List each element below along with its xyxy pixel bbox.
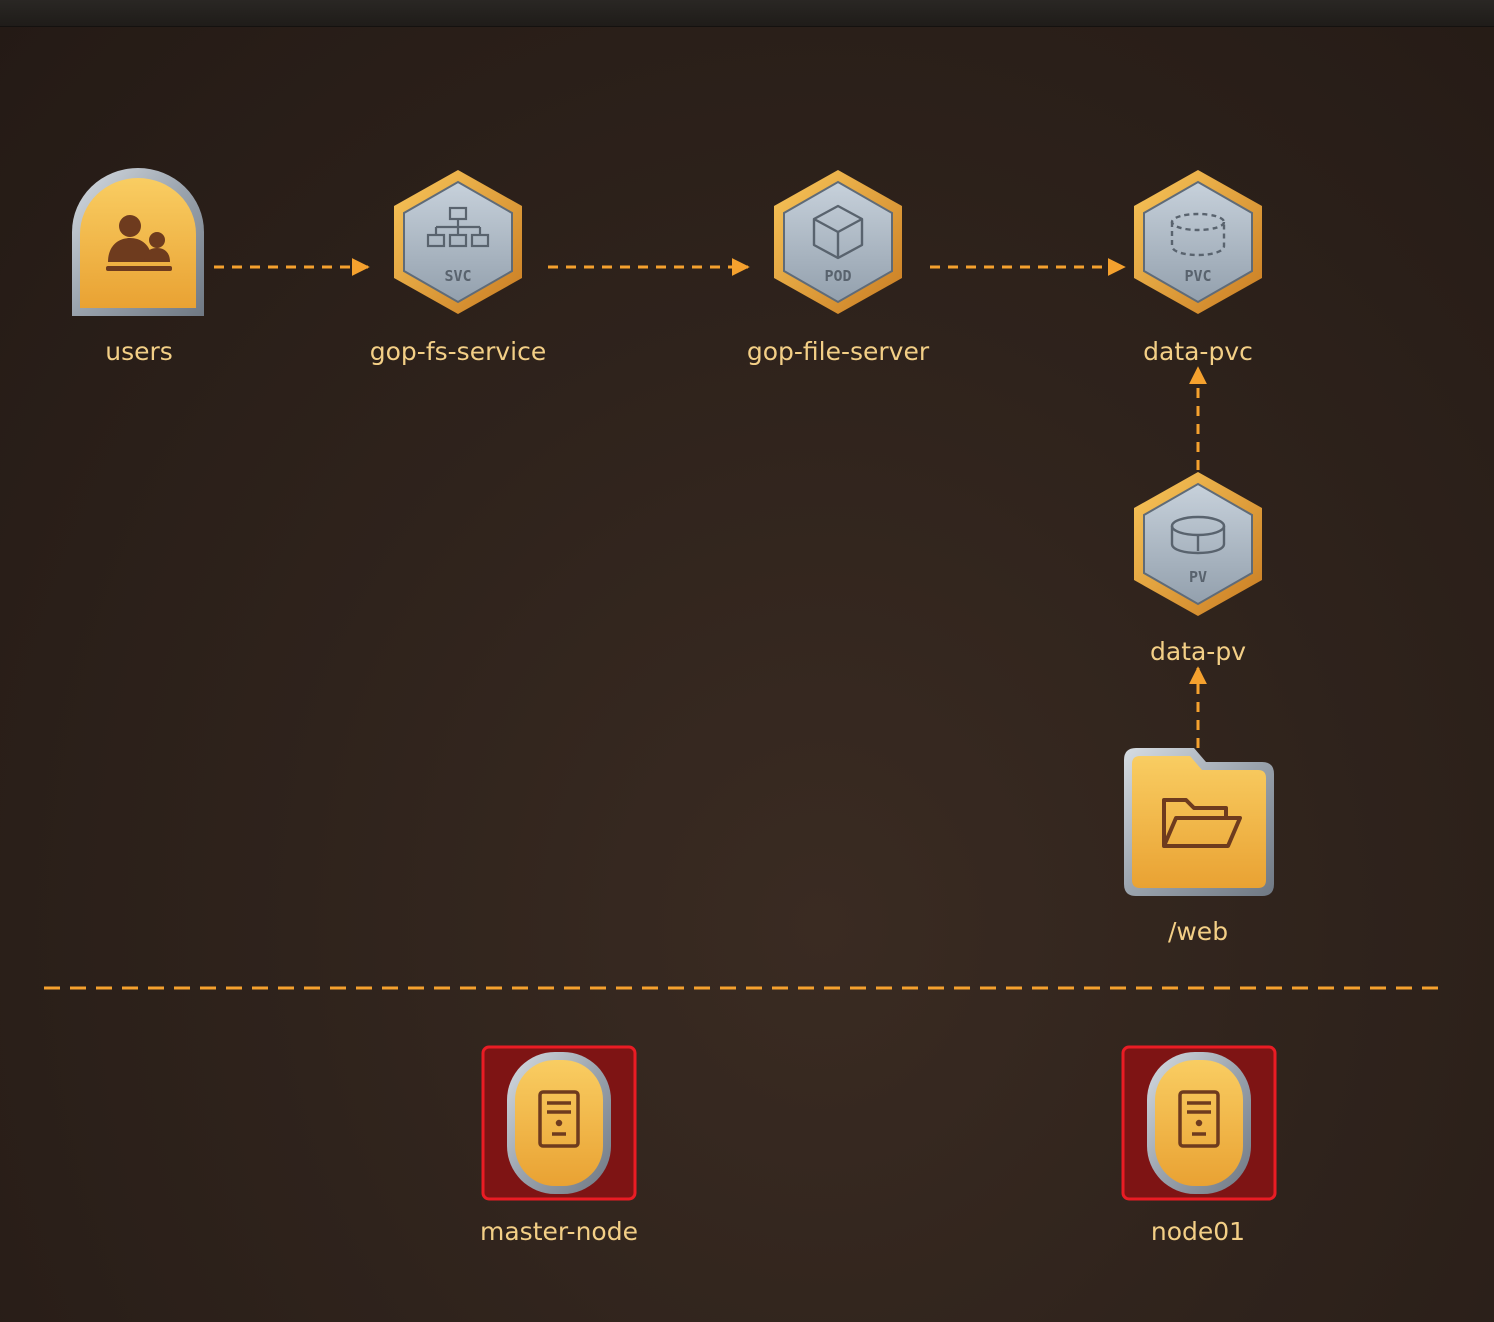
service-label: gop-fs-service bbox=[370, 337, 546, 366]
pv-badge: PV bbox=[1189, 568, 1207, 586]
node-data-pvc[interactable]: PVC data-pvc bbox=[1134, 170, 1262, 366]
node-users[interactable]: users bbox=[72, 168, 204, 366]
node-gop-fs-service[interactable]: SVC gop-fs-service bbox=[370, 170, 546, 366]
users-label: users bbox=[105, 337, 173, 366]
window-top-bar bbox=[0, 0, 1494, 27]
node01-label: node01 bbox=[1151, 1217, 1245, 1246]
node-node01[interactable]: node01 bbox=[1121, 1045, 1277, 1246]
service-badge: SVC bbox=[444, 267, 471, 285]
node-web[interactable]: /web bbox=[1124, 748, 1274, 946]
node-gop-file-server[interactable]: POD gop-file-server bbox=[747, 170, 930, 366]
cube-icon bbox=[812, 204, 864, 260]
web-label: /web bbox=[1168, 917, 1228, 946]
pvc-badge: PVC bbox=[1184, 267, 1211, 285]
master-node-label: master-node bbox=[480, 1217, 638, 1246]
pvc-hex-face bbox=[1143, 180, 1253, 304]
disk-icon bbox=[1170, 515, 1226, 555]
network-tree-icon bbox=[426, 206, 490, 248]
web-tile-face bbox=[1132, 756, 1266, 888]
dashed-cylinder-icon bbox=[1170, 212, 1226, 257]
node-data-pv[interactable]: PV data-pv bbox=[1134, 472, 1262, 666]
pv-label: data-pv bbox=[1150, 637, 1246, 666]
node-master-node[interactable]: master-node bbox=[480, 1045, 638, 1246]
edges bbox=[214, 258, 1207, 748]
pod-label: gop-file-server bbox=[747, 337, 930, 366]
server-icon bbox=[1178, 1090, 1220, 1148]
pvc-label: data-pvc bbox=[1143, 337, 1253, 366]
pod-badge: POD bbox=[824, 267, 851, 285]
service-hex-face bbox=[403, 180, 513, 304]
folder-open-icon bbox=[1162, 798, 1242, 848]
users-icon bbox=[106, 215, 172, 271]
server-icon bbox=[538, 1090, 580, 1148]
